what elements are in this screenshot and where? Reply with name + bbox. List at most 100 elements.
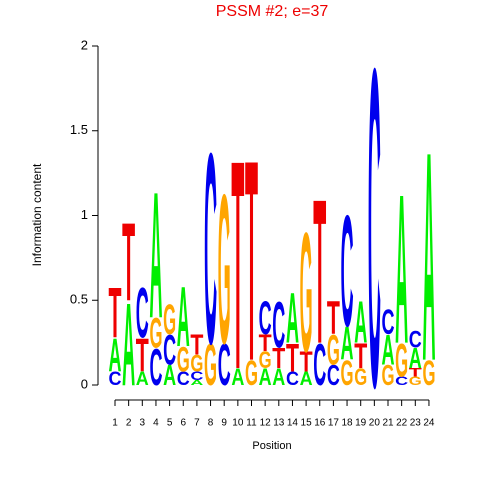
letter-group: A: [109, 328, 122, 381]
x-tick-label: 11: [246, 418, 257, 429]
letter-group: T: [272, 342, 285, 374]
letter-group: T: [109, 274, 122, 353]
x-tick-label: 15: [301, 418, 313, 429]
letter-group: G: [300, 197, 313, 387]
x-tick-label: 5: [167, 418, 173, 429]
x-tick-label: 12: [260, 418, 272, 429]
letter-group: G: [163, 296, 176, 344]
x-tick-label: 20: [369, 418, 381, 429]
letter-group: A: [149, 154, 162, 355]
letter-group: T: [300, 346, 313, 378]
logo-letter: C: [272, 288, 285, 362]
logo-letter: G: [190, 350, 203, 376]
letter-group: A: [122, 279, 135, 411]
letter-group: A: [409, 342, 422, 374]
letter-group: T: [286, 336, 299, 381]
letter-group: C: [218, 332, 231, 398]
letter-group: T: [409, 366, 422, 379]
letter-group: A: [354, 290, 367, 356]
logo-letter: A: [341, 317, 354, 370]
letter-group: G: [382, 359, 395, 391]
logo-letter: C: [259, 291, 272, 344]
x-tick-label: 13: [273, 418, 285, 429]
logo-letter: A: [149, 154, 162, 355]
logo-letter: G: [177, 339, 190, 379]
letter-group: C: [149, 338, 162, 396]
letter-group: G: [409, 375, 422, 388]
x-tick-label: 14: [287, 418, 299, 429]
y-tick-label: 1.5: [70, 122, 88, 137]
letter-group: A: [286, 279, 299, 358]
logo-letter: T: [136, 328, 149, 381]
letter-group: T: [122, 200, 135, 324]
logo-letter: C: [163, 326, 176, 374]
logo-letter: A: [422, 91, 435, 424]
logo-letter: C: [136, 274, 149, 353]
logo-letter: G: [259, 347, 272, 373]
logo-letter: T: [122, 200, 135, 324]
logo-letter: A: [272, 364, 285, 390]
logo-letter: T: [354, 336, 367, 376]
logo-letter: G: [382, 359, 395, 391]
letter-group: C: [382, 302, 395, 342]
chart-title: PSSM #2; e=37: [216, 3, 329, 20]
logo-letter: G: [204, 332, 217, 398]
logo-letter: C: [218, 332, 231, 398]
letter-group: T: [313, 157, 326, 387]
x-tick-label: 6: [180, 418, 186, 429]
letter-group: G: [177, 339, 190, 379]
logo-letter: C: [190, 369, 203, 382]
logo-letter: T: [327, 291, 340, 344]
letter-group: A: [136, 368, 149, 389]
x-tick-label: 19: [355, 418, 367, 429]
x-axis-label: Position: [252, 440, 291, 452]
letter-group: A: [300, 368, 313, 389]
logo-letter: A: [231, 364, 244, 390]
letter-group: G: [149, 309, 162, 357]
letter-group: A: [422, 91, 435, 424]
logo-letter: G: [341, 353, 354, 393]
x-tick-label: 2: [126, 418, 132, 429]
logo-letter: A: [409, 342, 422, 374]
letter-group: C: [409, 327, 422, 353]
logo-letter: C: [109, 368, 122, 389]
letter-group: G: [190, 350, 203, 376]
letter-group: G: [245, 353, 258, 393]
logo-letter: T: [313, 157, 326, 387]
x-tick-label: 4: [153, 418, 159, 429]
logo-letter: T: [272, 342, 285, 374]
logo-letter: T: [190, 329, 203, 361]
letter-group: C: [313, 332, 326, 398]
logo-letter: A: [177, 269, 190, 364]
letter-group: A: [177, 269, 190, 364]
logo-letter: C: [313, 332, 326, 398]
letter-group: G: [218, 151, 231, 389]
logo-letter: A: [300, 368, 313, 389]
logo-letter: G: [218, 151, 231, 389]
logo-letter: A: [190, 379, 203, 387]
letter-group: G: [341, 353, 354, 393]
letter-group: C: [286, 368, 299, 389]
letter-group: G: [354, 364, 367, 390]
logo-letter: A: [136, 368, 149, 389]
y-tick-label: 0.5: [70, 292, 88, 307]
y-tick-label: 2: [81, 37, 88, 52]
letter-group: C: [177, 368, 190, 389]
logo-letter: A: [382, 326, 395, 374]
logo-letter: T: [231, 100, 244, 433]
letter-group: A: [341, 317, 354, 370]
logo-letter: T: [286, 336, 299, 381]
x-tick-label: 24: [423, 418, 435, 429]
logo-letter: G: [149, 309, 162, 357]
logo-letter: T: [109, 274, 122, 353]
logo-letter: A: [259, 364, 272, 390]
y-tick-label: 1: [81, 207, 88, 222]
letter-group: T: [354, 336, 367, 376]
letter-group: C: [272, 288, 285, 362]
x-tick-label: 23: [410, 418, 422, 429]
logo-letter: A: [395, 151, 408, 389]
letter-group: A: [395, 151, 408, 389]
letter-group: T: [190, 329, 203, 361]
logo-letter: C: [204, 97, 217, 401]
